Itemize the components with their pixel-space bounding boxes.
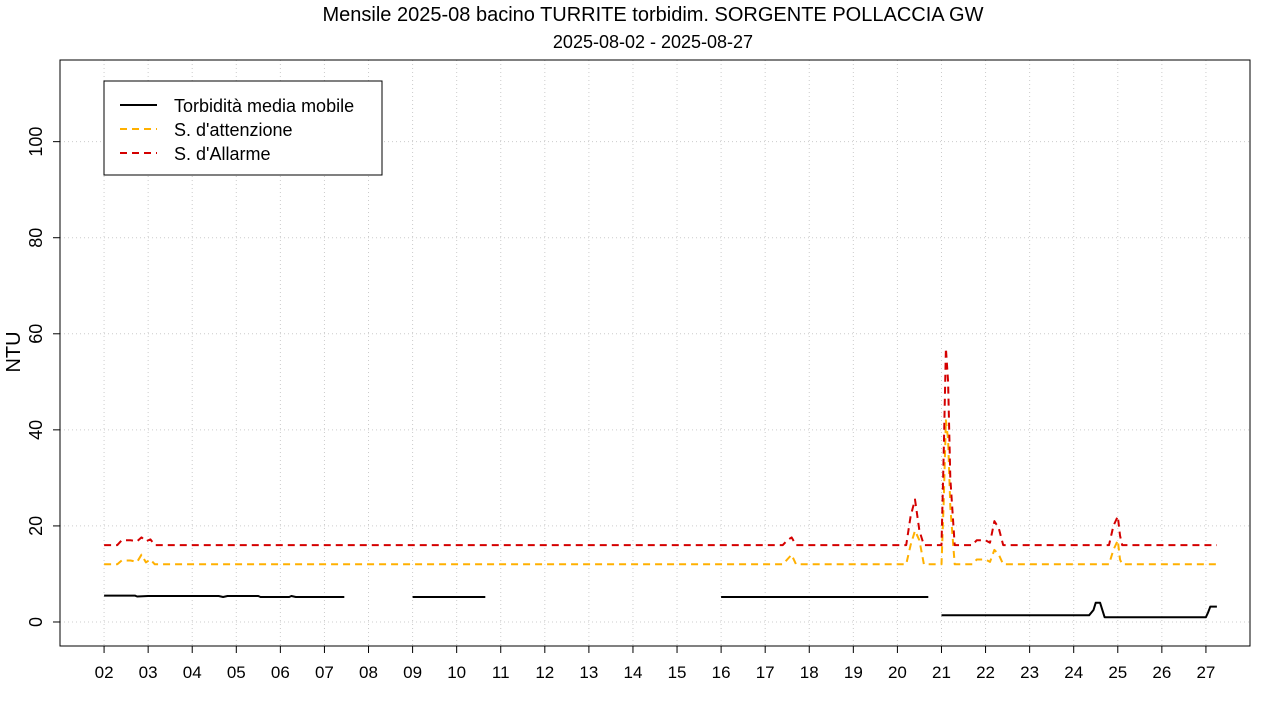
x-axis: 02 03 04 05 06 07 08 09 10 11 12 13 14 15 16 17 18 19 20 21…	[95, 646, 1215, 682]
y-tick-label: 0	[26, 617, 46, 627]
x-tick-label: 25	[1108, 663, 1127, 682]
grid	[60, 60, 1250, 646]
x-tick-label: 26	[1152, 663, 1171, 682]
x-tick-label: 22	[976, 663, 995, 682]
y-tick-label: 60	[26, 324, 46, 344]
x-tick-label: 21	[932, 663, 951, 682]
x-tick-label: 04	[183, 663, 202, 682]
legend-label-mean: Torbidità media mobile	[174, 96, 354, 116]
x-tick-label: 20	[888, 663, 907, 682]
x-tick-label: 27	[1196, 663, 1215, 682]
chart-title: Mensile 2025-08 bacino TURRITE torbidim.…	[323, 4, 984, 26]
series-line-mean	[941, 601, 1217, 619]
x-tick-label: 18	[800, 663, 819, 682]
x-tick-label: 12	[535, 663, 554, 682]
x-tick-label: 19	[844, 663, 863, 682]
x-tick-label: 15	[668, 663, 687, 682]
x-tick-label: 17	[756, 663, 775, 682]
y-axis-label: NTU	[3, 331, 25, 372]
series-line-alarm	[104, 347, 1217, 547]
y-tick-label: 80	[26, 228, 46, 248]
x-tick-label: 14	[624, 663, 643, 682]
x-tick-label: 10	[447, 663, 466, 682]
y-tick-label: 20	[26, 516, 46, 536]
legend: Torbidità media mobile S. d'attenzione S…	[103, 80, 383, 176]
x-tick-label: 24	[1064, 663, 1083, 682]
y-tick-label: 100	[26, 127, 46, 157]
x-tick-label: 16	[712, 663, 731, 682]
x-tick-label: 13	[579, 663, 598, 682]
x-tick-label: 03	[139, 663, 158, 682]
y-tick-label: 40	[26, 420, 46, 440]
legend-label-alarm: S. d'Allarme	[174, 144, 270, 164]
x-tick-label: 11	[492, 663, 510, 682]
series-line-mean	[104, 594, 345, 598]
plot-frame	[59, 59, 1251, 647]
x-tick-label: 05	[227, 663, 246, 682]
y-axis: 0 20 40 60 80 100	[26, 127, 60, 627]
x-tick-label: 08	[359, 663, 378, 682]
plot-lines	[104, 347, 1217, 619]
x-tick-label: 07	[315, 663, 334, 682]
x-tick-label: 02	[95, 663, 114, 682]
x-tick-label: 09	[403, 663, 422, 682]
x-tick-label: 23	[1020, 663, 1039, 682]
legend-label-attention: S. d'attenzione	[174, 120, 293, 140]
series-line-attention	[104, 419, 1217, 566]
x-tick-label: 06	[271, 663, 290, 682]
chart-subtitle: 2025-08-02 - 2025-08-27	[553, 32, 753, 52]
